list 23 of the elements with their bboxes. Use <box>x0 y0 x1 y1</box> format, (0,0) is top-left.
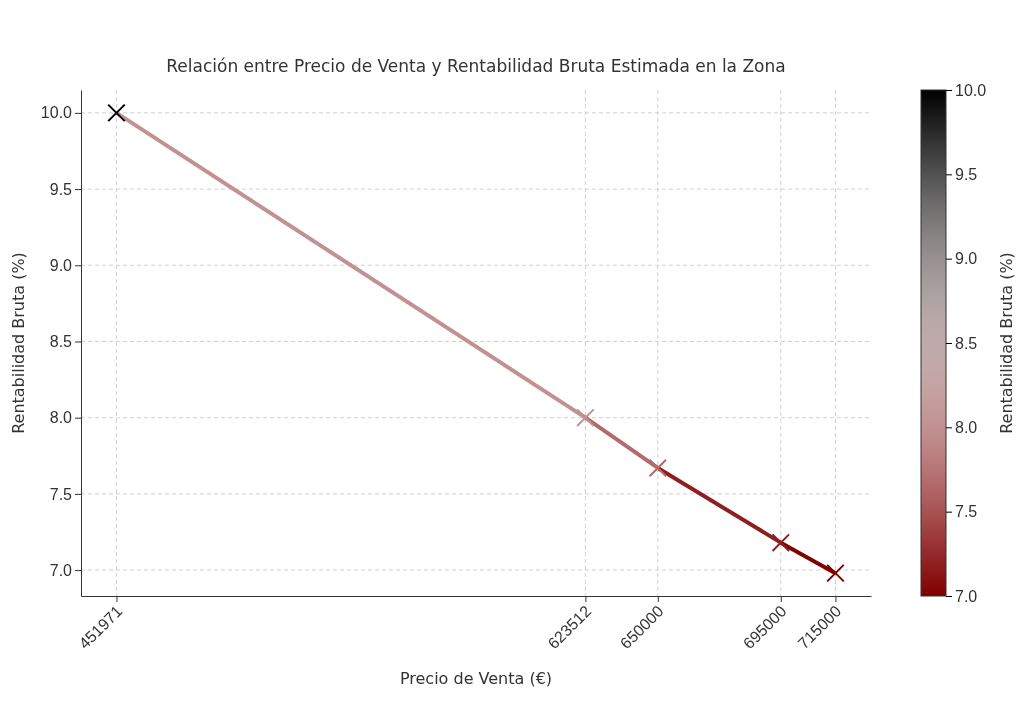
point <box>648 458 668 478</box>
color-bar-label: 7.5 <box>955 503 978 521</box>
color-bar-label: 10.0 <box>955 81 987 99</box>
color-bar-label: 9.0 <box>955 250 978 268</box>
y-tick-label: 7.0 <box>49 561 73 579</box>
y-tick-label: 7.5 <box>49 485 73 503</box>
color-bar-title: Rentabilidad Bruta (%) <box>997 252 1016 434</box>
color-bar-label: 8.5 <box>955 334 978 352</box>
color-bar-label: 9.5 <box>955 165 978 183</box>
point <box>576 408 595 427</box>
chart-title: Relación entre Precio de Venta y Rentabilidad Bruta Estimada en la Zona <box>166 56 786 76</box>
color-bar-label: 7.0 <box>955 587 978 605</box>
y-axis-title: Rentabilidad Bruta (%) <box>9 252 28 434</box>
point <box>826 563 845 583</box>
point <box>771 533 791 552</box>
y-tick-label: 10.0 <box>40 104 73 122</box>
y-tick-label: 8.5 <box>49 333 73 351</box>
x-axis-title: Precio de Venta (€) <box>399 669 553 688</box>
y-tick-label: 9.5 <box>49 180 73 198</box>
y-tick-label: 8.0 <box>49 409 73 427</box>
y-tick-label: 9.0 <box>49 256 73 274</box>
point <box>107 103 126 123</box>
color-bar-label: 8.0 <box>955 418 978 436</box>
